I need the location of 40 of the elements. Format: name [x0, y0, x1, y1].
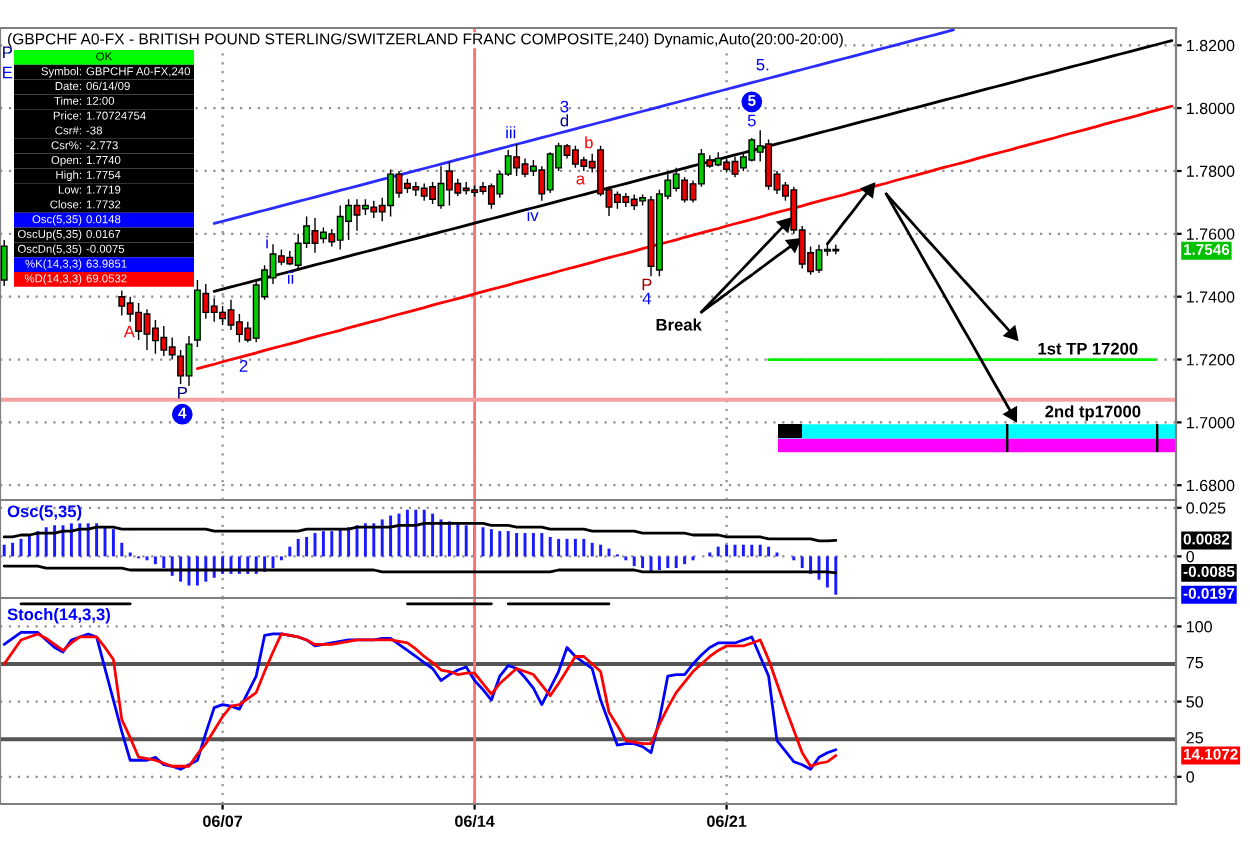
- y-tick-label: 0.025: [1186, 502, 1226, 514]
- annotation: d: [560, 114, 569, 127]
- annotation: b: [585, 136, 593, 149]
- annotation: i: [266, 236, 268, 249]
- annotation: ii: [288, 271, 294, 284]
- annotation: 2: [239, 360, 248, 372]
- annotation: P: [642, 278, 652, 291]
- annotation: E: [3, 66, 13, 79]
- y-tick-label: 1.7000: [1186, 416, 1235, 429]
- chart-title: Osc(5,35): [7, 505, 82, 521]
- x-tick-label: 06/07: [203, 815, 243, 828]
- x-tick-label: 06/21: [707, 815, 747, 828]
- y-tick-label: 1.7800: [1186, 165, 1235, 177]
- y-tick-label: 1.7600: [1186, 228, 1235, 240]
- annotation: P: [178, 386, 187, 399]
- y-tick-label: 1.6800: [1186, 479, 1235, 492]
- y-tick-label: 50: [1186, 696, 1204, 708]
- y-tick-label: 100: [1186, 621, 1212, 633]
- annotation: 5: [747, 114, 756, 127]
- y-tick-label: 0: [1186, 550, 1195, 563]
- y-tick-label: 1.8000: [1186, 102, 1235, 115]
- annotation: 4: [642, 292, 651, 305]
- x-tick-label: 06/14: [455, 815, 495, 828]
- text: Stoch(14,3,3): [7, 608, 110, 624]
- annotation: a: [576, 175, 586, 185]
- annotation: A: [123, 325, 135, 338]
- annotation: 1st TP 17200: [1038, 342, 1138, 355]
- annotation: Break: [656, 318, 702, 331]
- ref-line-label: 75: [1186, 657, 1204, 669]
- y-tick-label: 1.8200: [1186, 39, 1235, 52]
- y-tick-label: 1.7400: [1186, 291, 1235, 303]
- y-tick-label: 0: [1186, 771, 1195, 783]
- annotation: 3: [560, 100, 569, 113]
- annotation: iv: [527, 209, 539, 222]
- annotation: 5.: [756, 58, 769, 71]
- annotation: P: [3, 46, 12, 59]
- annotation: 2nd tp17000: [1045, 405, 1141, 421]
- y-tick-label: 1.7200: [1186, 354, 1235, 366]
- annotation: iii: [506, 126, 516, 139]
- ref-line-label: 25: [1186, 732, 1204, 744]
